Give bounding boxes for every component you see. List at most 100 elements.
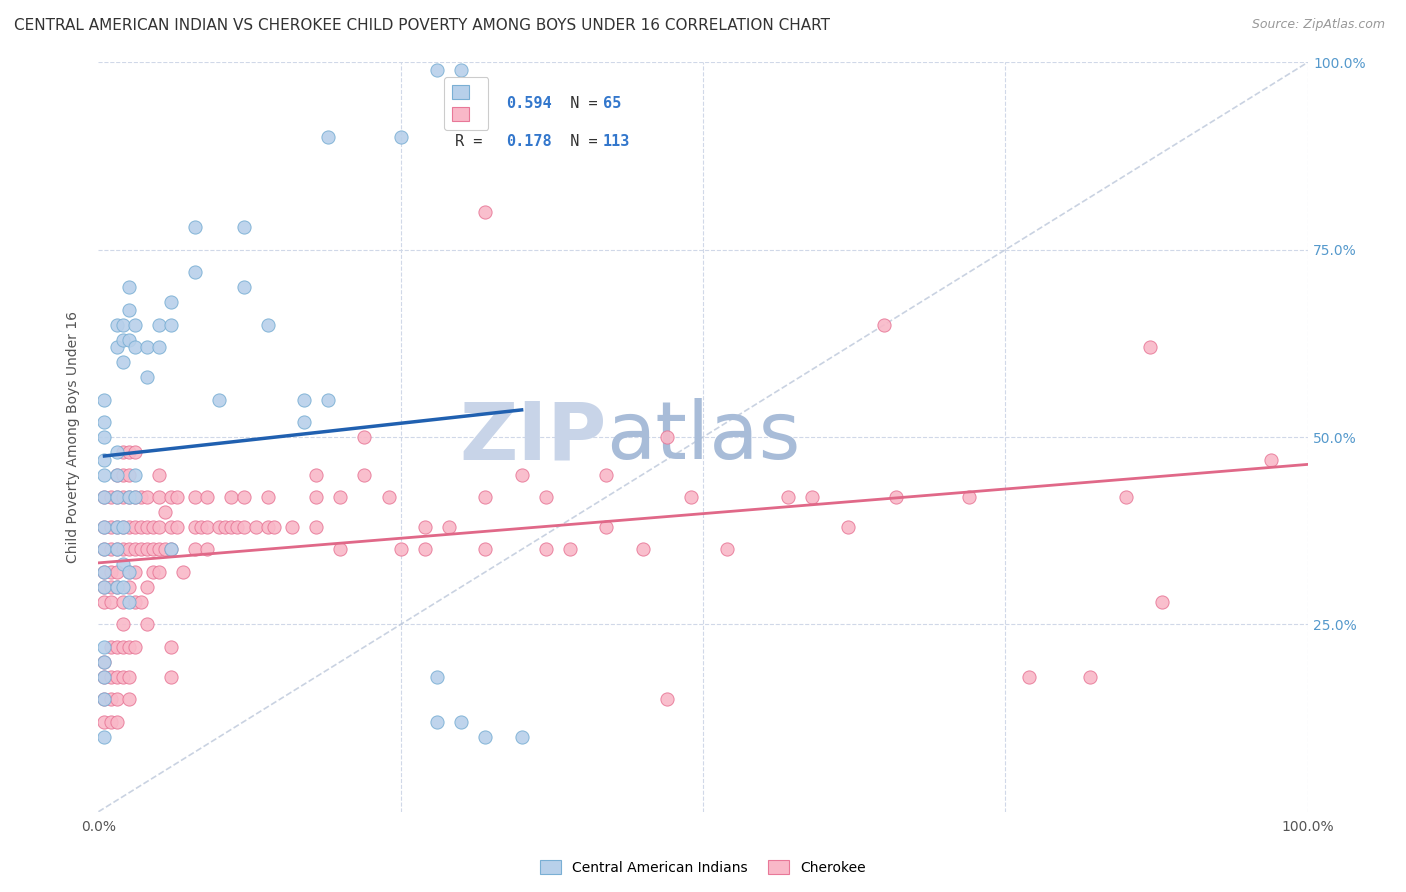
Point — [105, 467, 128, 482]
Point — [316, 392, 339, 407]
Point — [105, 318, 128, 332]
Legend: , : , — [444, 77, 488, 130]
Point — [111, 617, 134, 632]
Point — [93, 655, 115, 669]
Point — [105, 542, 128, 557]
Point — [100, 640, 122, 654]
Point — [413, 520, 436, 534]
Point — [111, 318, 134, 332]
Point — [389, 130, 412, 145]
Point — [124, 542, 146, 557]
Point — [329, 542, 352, 557]
Point — [153, 505, 176, 519]
Point — [100, 520, 122, 534]
Point — [142, 565, 165, 579]
Point — [111, 467, 134, 482]
Point — [129, 490, 152, 504]
Point — [1260, 452, 1282, 467]
Point — [160, 640, 183, 654]
Point — [135, 370, 157, 384]
Point — [148, 520, 170, 534]
Point — [100, 565, 122, 579]
Point — [93, 490, 115, 504]
Point — [93, 692, 115, 706]
Point — [135, 520, 157, 534]
Point — [124, 565, 146, 579]
Point — [160, 670, 183, 684]
Point — [655, 430, 678, 444]
Point — [124, 520, 146, 534]
Text: Source: ZipAtlas.com: Source: ZipAtlas.com — [1251, 18, 1385, 31]
Point — [142, 520, 165, 534]
Point — [232, 490, 254, 504]
Point — [655, 692, 678, 706]
Point — [124, 340, 146, 354]
Point — [148, 490, 170, 504]
Point — [232, 520, 254, 534]
Point — [93, 714, 115, 729]
Text: N =: N = — [551, 134, 606, 149]
Point — [1139, 340, 1161, 354]
Point — [111, 580, 134, 594]
Point — [93, 655, 115, 669]
Y-axis label: Child Poverty Among Boys Under 16: Child Poverty Among Boys Under 16 — [66, 311, 80, 563]
Point — [100, 580, 122, 594]
Point — [135, 580, 157, 594]
Point — [105, 692, 128, 706]
Point — [118, 302, 141, 317]
Legend: Central American Indians, Cherokee: Central American Indians, Cherokee — [534, 855, 872, 880]
Point — [208, 520, 231, 534]
Point — [129, 542, 152, 557]
Point — [111, 490, 134, 504]
Point — [160, 542, 183, 557]
Point — [135, 542, 157, 557]
Text: CENTRAL AMERICAN INDIAN VS CHEROKEE CHILD POVERTY AMONG BOYS UNDER 16 CORRELATIO: CENTRAL AMERICAN INDIAN VS CHEROKEE CHIL… — [14, 18, 830, 33]
Point — [111, 595, 134, 609]
Point — [160, 542, 183, 557]
Point — [886, 490, 908, 504]
Point — [184, 220, 207, 235]
Text: R =: R = — [456, 96, 492, 112]
Point — [534, 490, 557, 504]
Point — [1115, 490, 1137, 504]
Point — [450, 714, 472, 729]
Point — [111, 520, 134, 534]
Point — [118, 490, 141, 504]
Point — [118, 692, 141, 706]
Point — [426, 62, 449, 77]
Point — [1018, 670, 1040, 684]
Point — [118, 333, 141, 347]
Point — [118, 520, 141, 534]
Point — [124, 490, 146, 504]
Point — [195, 520, 218, 534]
Point — [124, 640, 146, 654]
Point — [118, 445, 141, 459]
Point — [93, 520, 115, 534]
Point — [93, 595, 115, 609]
Point — [93, 490, 115, 504]
Point — [93, 670, 115, 684]
Point — [93, 565, 115, 579]
Point — [111, 333, 134, 347]
Point — [93, 430, 115, 444]
Point — [111, 355, 134, 369]
Point — [124, 490, 146, 504]
Point — [100, 490, 122, 504]
Point — [329, 490, 352, 504]
Point — [93, 565, 115, 579]
Point — [558, 542, 581, 557]
Text: atlas: atlas — [606, 398, 800, 476]
Text: R =: R = — [456, 134, 492, 149]
Point — [214, 520, 236, 534]
Point — [148, 467, 170, 482]
Point — [195, 490, 218, 504]
Point — [111, 670, 134, 684]
Point — [776, 490, 799, 504]
Point — [118, 467, 141, 482]
Point — [292, 415, 315, 429]
Point — [245, 520, 267, 534]
Point — [413, 542, 436, 557]
Point — [93, 467, 115, 482]
Point — [232, 220, 254, 235]
Point — [166, 490, 188, 504]
